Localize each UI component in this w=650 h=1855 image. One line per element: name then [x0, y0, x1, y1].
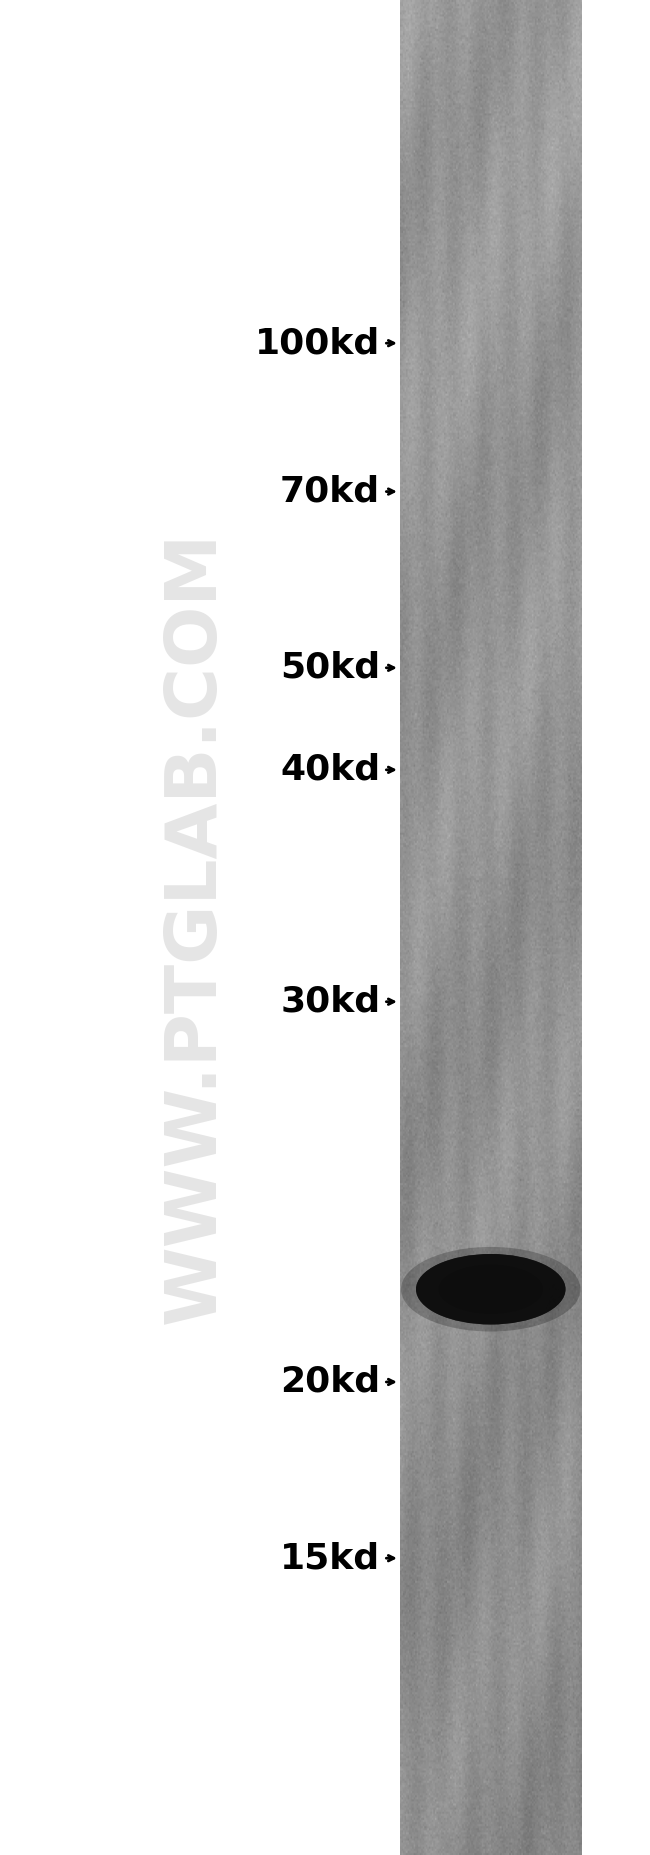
Text: WWW.PTGLAB.COM: WWW.PTGLAB.COM — [161, 531, 229, 1324]
Text: 100kd: 100kd — [255, 326, 380, 360]
Ellipse shape — [416, 1254, 566, 1324]
Ellipse shape — [416, 1254, 566, 1324]
Text: 70kd: 70kd — [280, 475, 380, 508]
Text: 15kd: 15kd — [280, 1542, 380, 1575]
Ellipse shape — [401, 1247, 580, 1332]
Text: 40kd: 40kd — [280, 753, 380, 787]
Ellipse shape — [438, 1265, 543, 1313]
Text: 50kd: 50kd — [280, 651, 380, 684]
Text: 20kd: 20kd — [280, 1365, 380, 1399]
Text: 30kd: 30kd — [280, 985, 380, 1018]
